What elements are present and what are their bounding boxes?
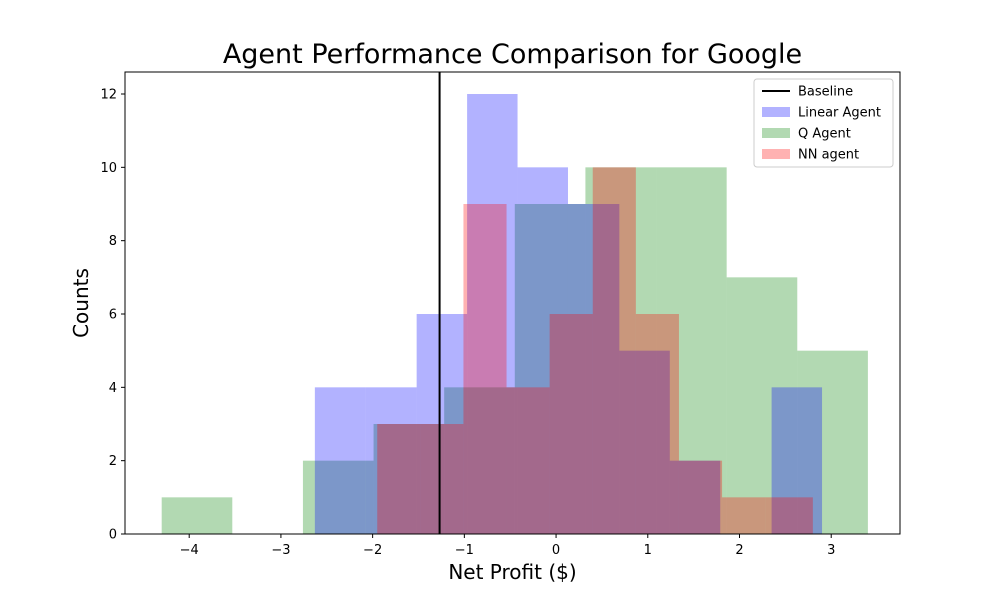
histogram-bar [619,350,670,534]
y-tick-label: 12 [100,88,117,103]
y-axis-label: Counts [69,268,93,338]
y-tick-label: 4 [109,381,117,396]
y-tick-label: 0 [109,528,117,543]
y-tick-label: 6 [109,308,117,323]
bars-layer [161,94,868,535]
histogram-bar [161,497,233,534]
histogram-bar [549,314,593,534]
legend-swatch [762,107,790,117]
histogram-bar [722,497,766,534]
legend-item: NN agent [762,148,859,163]
x-tick-label: −4 [180,543,199,558]
histogram-bar [365,387,417,534]
chart-title: Agent Performance Comparison for Google [223,39,802,70]
histogram-bar [726,277,798,534]
x-tick-label: −3 [271,543,290,558]
y-tick-label: 8 [109,234,117,249]
histogram-bar [506,387,550,534]
legend-label: Linear Agent [798,106,881,121]
histogram-bar [567,204,620,534]
histogram-bar [517,167,568,535]
legend-label: NN agent [798,148,859,163]
histogram-bar [678,460,723,534]
histogram-bar [635,314,679,534]
histogram-bar [377,424,421,534]
series-q-agent [161,167,868,535]
histogram-bar [656,167,727,535]
legend-item: Linear Agent [762,106,881,121]
histogram-bar [765,497,813,534]
x-tick-label: −2 [363,543,382,558]
x-tick-label: −1 [455,543,474,558]
histogram-bar [302,460,374,534]
x-axis-label: Net Profit ($) [448,560,576,584]
legend-swatch [762,149,790,159]
legend: Baseline Linear Agent Q Agent NN agent [753,78,894,168]
histogram-bar [514,204,586,534]
histogram-bar [314,387,366,534]
legend-label: Baseline [798,85,853,100]
x-tick-label: 2 [735,543,743,558]
legend-swatch [762,128,790,138]
histogram-bar [373,424,445,534]
legend-label: Q Agent [798,127,851,142]
y-tick-label: 2 [109,454,117,469]
histogram-bar [592,167,636,535]
histogram-bar [444,387,515,534]
y-axis: 0 2 4 6 8 10 12 [100,88,125,543]
legend-item: Baseline [762,85,853,100]
legend-item: Q Agent [762,127,851,142]
histogram-bar [669,460,721,534]
x-tick-label: 1 [644,543,652,558]
histogram-bar [467,94,518,534]
histogram-bar [585,167,657,535]
x-tick-label: 3 [827,543,835,558]
histogram-bar [797,350,868,534]
histogram-bar [463,204,507,534]
x-tick-label: 0 [552,543,560,558]
histogram-bar [771,387,823,534]
series-linear-agent [314,94,823,535]
series-nn-agent [377,167,813,535]
y-tick-label: 10 [100,161,117,176]
legend-box [753,78,894,168]
x-axis: −4 −3 −2 −1 0 1 2 3 [180,534,835,558]
histogram-bar [420,424,464,534]
histogram-bar [416,314,468,534]
plot-frame [124,71,901,535]
